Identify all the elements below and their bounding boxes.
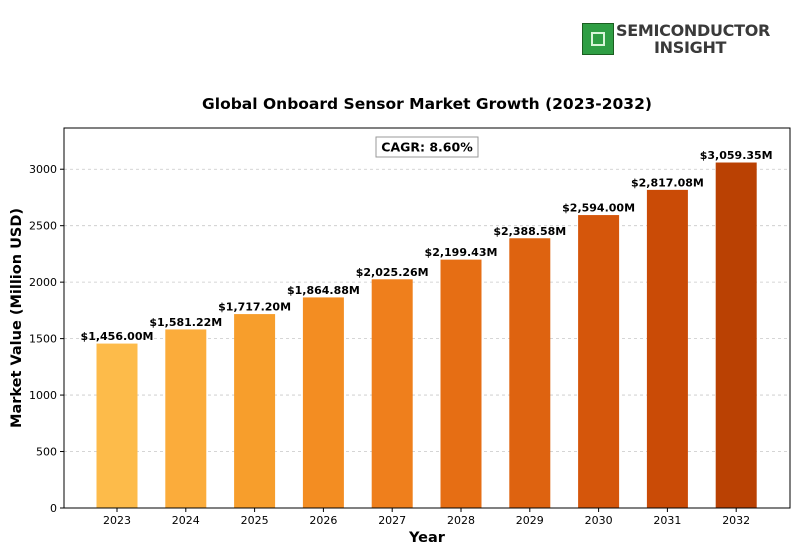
bar-2028: [440, 259, 482, 508]
y-axis-label: Market Value (Million USD): [9, 208, 25, 428]
x-tick-label-2023: 2023: [103, 514, 131, 527]
plot-frame: [63, 127, 791, 509]
x-tick-label-2031: 2031: [653, 514, 681, 527]
bar-2024: [165, 329, 207, 508]
chip-icon: [582, 23, 614, 55]
cagr-annotation: CAGR: 8.60%: [375, 136, 479, 158]
data-label-2031: $2,817.08M: [631, 176, 704, 189]
y-tick-label: 500: [36, 446, 57, 459]
data-label-2023: $1,456.00M: [81, 330, 154, 343]
cagr-text: CAGR: 8.60%: [381, 140, 473, 155]
bars: [96, 162, 757, 509]
y-tick-label: 1000: [29, 389, 57, 402]
x-axis-label: Year: [408, 530, 446, 546]
logo-line-1: SEMICONDUCTOR: [616, 21, 771, 40]
data-labels: $1,456.00M$1,581.22M $1,717.20M $1,864.88M…: [81, 149, 773, 343]
y-tick-label: 2500: [29, 220, 57, 233]
data-label-2030: $2,594.00M: [562, 202, 635, 215]
bar-2027: [371, 279, 413, 508]
bar-2026: [302, 297, 344, 508]
x-tick-label-2027: 2027: [378, 514, 406, 527]
bar-2032: [715, 162, 757, 509]
data-label-2026: $1,864.88M: [287, 284, 360, 297]
y-axis: 0 500 1000 1500 2000 2500 3000: [29, 163, 64, 515]
data-label-2027: $2,025.26M: [356, 266, 429, 279]
x-axis: 2023 2024 2025 2026 2027 2028 2029 2030 2031 2032: [103, 508, 750, 527]
bar-2029: [509, 238, 551, 508]
data-label-2028: $2,199.43M: [425, 246, 498, 259]
bar-2030: [578, 215, 620, 508]
data-label-2024: $1,581.22M: [149, 316, 222, 329]
bar-2031: [646, 189, 688, 508]
y-tick-label: 2000: [29, 276, 57, 289]
x-tick-label-2025: 2025: [241, 514, 269, 527]
logo-line-2: INSIGHT: [654, 38, 727, 57]
y-tick-label: 3000: [29, 163, 57, 176]
data-label-2025: $1,717.20M: [218, 301, 291, 314]
y-tick-label: 1500: [29, 333, 57, 346]
x-tick-label-2030: 2030: [585, 514, 613, 527]
x-tick-label-2032: 2032: [722, 514, 750, 527]
brand-logo: SEMICONDUCTOR INSIGHT: [582, 20, 782, 60]
bar-2023: [96, 343, 138, 508]
x-tick-label-2024: 2024: [172, 514, 200, 527]
y-tick-label: 0: [50, 502, 57, 515]
x-tick-label-2028: 2028: [447, 514, 475, 527]
x-tick-label-2026: 2026: [309, 514, 337, 527]
chart-title: Global Onboard Sensor Market Growth (202…: [202, 95, 652, 113]
data-label-2029: $2,388.58M: [493, 225, 566, 238]
data-label-2032: $3,059.35M: [700, 149, 773, 162]
bar-2025: [234, 314, 276, 508]
x-tick-label-2029: 2029: [516, 514, 544, 527]
